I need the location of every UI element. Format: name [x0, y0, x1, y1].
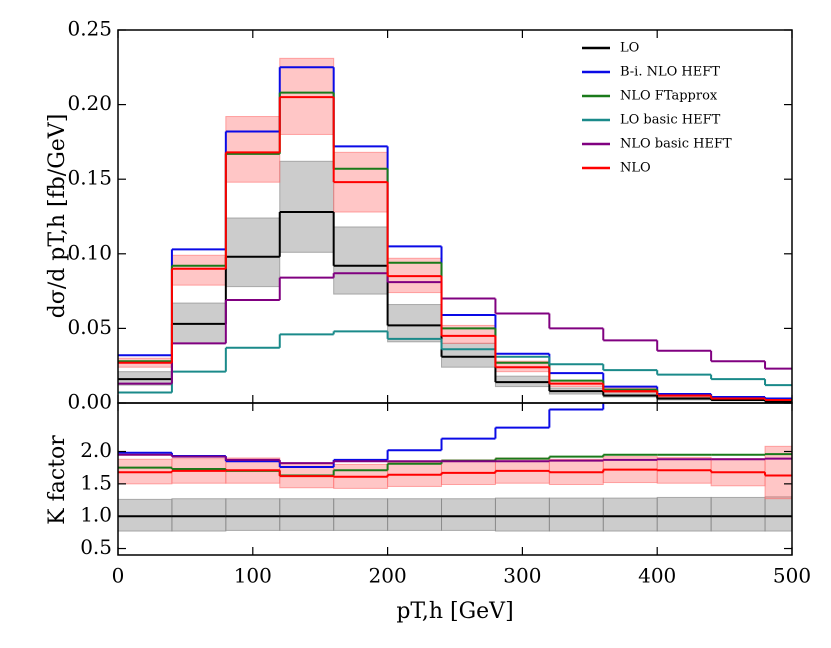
y-axis-label: dσ/d pT,h [fb/GeV]: [45, 114, 70, 319]
y-tick-label: 0.10: [67, 240, 112, 264]
legend-label: NLO FTapprox: [620, 89, 718, 104]
x-tick-label: 100: [234, 564, 272, 588]
legend-label: LO basic HEFT: [620, 113, 721, 128]
legend-label: B-i. NLO HEFT: [620, 65, 720, 80]
x-tick-label: 300: [503, 564, 541, 588]
y-tick-label: 1.5: [80, 470, 112, 494]
x-tick-label: 400: [638, 564, 676, 588]
uncertainty-band: [710, 496, 766, 532]
y-tick-label: 0.25: [67, 17, 112, 41]
uncertainty-band: [225, 217, 281, 288]
uncertainty-band: [602, 497, 658, 532]
uncertainty-band: [387, 304, 443, 343]
uncertainty-band: [656, 496, 712, 532]
top-plot: [118, 57, 792, 403]
uncertainty-band: [171, 254, 227, 286]
uncertainty-band: [279, 160, 335, 253]
uncertainty-band: [225, 116, 281, 183]
uncertainty-band: [333, 226, 389, 295]
plot-frame: [117, 402, 793, 556]
y-axis-label: K factor: [45, 435, 70, 525]
x-tick-label: 0: [112, 564, 125, 588]
uncertainty-band: [764, 496, 792, 532]
uncertainty-band: [441, 342, 496, 368]
legend-label: NLO basic HEFT: [620, 137, 732, 152]
y-tick-label: 0.5: [80, 535, 112, 559]
y-tick-label: 0.00: [67, 390, 112, 414]
uncertainty-band: [333, 498, 389, 531]
uncertainty-band: [441, 498, 496, 531]
uncertainty-band: [548, 497, 604, 532]
x-tick-label: 200: [369, 564, 407, 588]
legend-label: NLO: [620, 161, 651, 176]
legend-label: LO: [620, 41, 639, 56]
uncertainty-band: [387, 498, 443, 531]
y-tick-label: 0.20: [67, 91, 112, 115]
uncertainty-band: [171, 498, 227, 532]
uncertainty-band: [225, 498, 281, 531]
uncertainty-band: [279, 498, 335, 531]
y-tick-label: 0.05: [67, 315, 112, 339]
y-tick-label: 0.15: [67, 166, 112, 190]
axes: 0.00 0.05 0.10 0.15 0.20 0.25 LO B-i. NLO HEFT N…: [67, 17, 811, 588]
x-tick-label: 500: [773, 564, 811, 588]
uncertainty-band: [494, 497, 550, 532]
y-tick-label: 1.0: [80, 503, 112, 527]
bottom-plot: [118, 403, 792, 532]
y-tick-label: 2.0: [80, 438, 112, 462]
x-axis-label: pT,h [GeV]: [396, 599, 513, 624]
